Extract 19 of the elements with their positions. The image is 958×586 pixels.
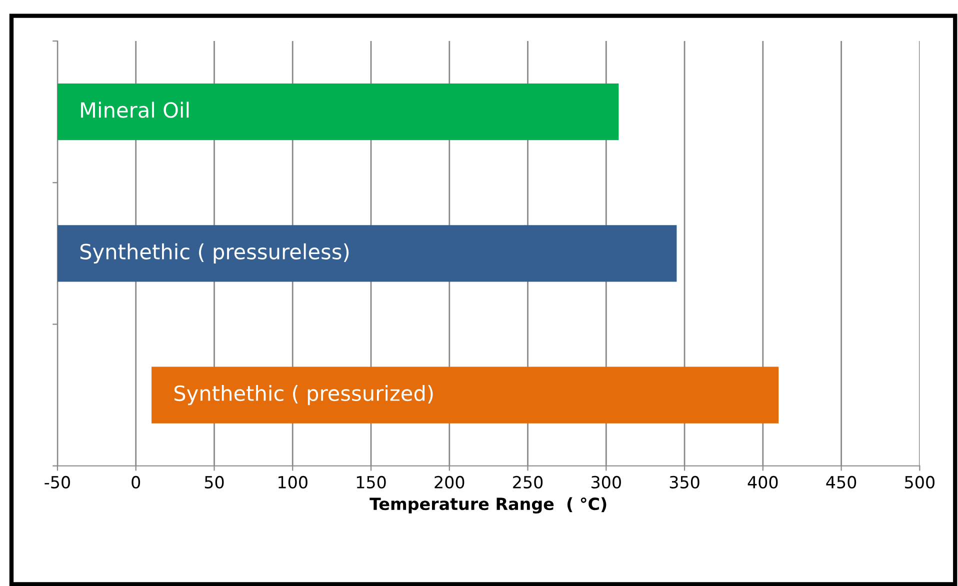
x-axis-title: Temperature Range ( °C) [370, 497, 606, 514]
x-tick-label: 0 [132, 476, 140, 488]
x-tick-label: -50 [44, 476, 70, 488]
y-tick-label: Mineral Oil [81, 102, 189, 118]
x-tick-label: 150 [356, 476, 386, 488]
x-tick-label: 100 [278, 476, 308, 488]
x-tick-label: 400 [748, 476, 778, 488]
x-tick-label: 200 [434, 476, 464, 488]
x-tick-label: 350 [670, 476, 700, 488]
x-tick-label: 250 [513, 476, 543, 488]
x-tick-label: 500 [905, 476, 934, 488]
y-tick-label: Synthethic ( pressurized) [174, 384, 433, 406]
bar [152, 366, 779, 424]
y-tick-label: Synthethic ( pressureless) [80, 243, 349, 264]
x-tick-label: 300 [592, 476, 621, 488]
bar [57, 84, 619, 140]
x-tick-label: 50 [204, 476, 224, 488]
bar [57, 225, 677, 282]
x-tick-label: 450 [826, 476, 856, 488]
